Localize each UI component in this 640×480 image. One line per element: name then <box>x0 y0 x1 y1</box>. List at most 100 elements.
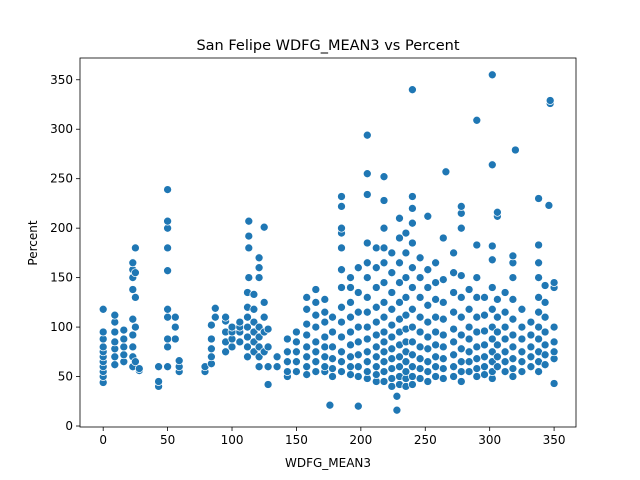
data-point <box>423 211 433 221</box>
data-point <box>346 362 355 372</box>
data-point <box>534 273 543 282</box>
x-tick-label: 100 <box>221 433 244 447</box>
data-point <box>487 160 497 170</box>
data-point <box>480 352 489 362</box>
data-point <box>438 330 448 340</box>
data-point <box>362 169 372 179</box>
data-point <box>337 265 346 275</box>
data-point <box>154 362 163 372</box>
data-point <box>540 281 550 290</box>
data-point <box>449 268 458 278</box>
data-point <box>371 283 381 292</box>
data-point <box>401 357 411 367</box>
data-point <box>302 304 312 314</box>
data-point <box>328 342 337 352</box>
data-point <box>408 283 417 292</box>
data-point <box>371 370 381 379</box>
data-point <box>243 352 252 362</box>
data-point <box>337 302 346 312</box>
data-point <box>311 367 321 376</box>
data-point <box>337 367 346 376</box>
data-point <box>431 295 440 304</box>
data-point <box>128 330 138 340</box>
x-tick-label: 350 <box>543 433 566 447</box>
data-point <box>207 320 216 330</box>
y-tick-label: 300 <box>50 122 73 136</box>
data-point <box>170 322 180 332</box>
data-point <box>328 327 337 337</box>
data-point <box>493 340 502 350</box>
data-point <box>243 332 252 342</box>
data-point <box>517 357 527 367</box>
data-point <box>508 273 518 282</box>
data-point <box>472 342 482 352</box>
data-point <box>128 314 138 324</box>
data-point <box>227 342 237 352</box>
data-point <box>328 372 337 381</box>
data-point <box>163 334 172 344</box>
data-point <box>353 288 363 297</box>
data-point <box>292 357 301 367</box>
data-point <box>302 293 312 302</box>
data-point <box>110 327 120 337</box>
data-point <box>387 354 397 364</box>
data-point <box>221 347 230 357</box>
data-point <box>163 304 172 314</box>
data-point <box>431 258 440 268</box>
data-point <box>362 190 372 199</box>
data-point <box>534 240 543 250</box>
y-tick-label: 150 <box>50 271 73 285</box>
data-point <box>408 218 417 228</box>
data-point <box>395 278 404 287</box>
data-point <box>480 293 489 302</box>
data-point <box>472 293 482 302</box>
data-point <box>379 367 389 376</box>
data-point <box>395 213 404 223</box>
data-point <box>480 362 489 372</box>
data-point <box>534 322 543 332</box>
data-point <box>540 350 550 360</box>
data-point <box>254 263 264 273</box>
x-tick-label: 300 <box>478 433 501 447</box>
data-point <box>292 347 301 357</box>
data-point <box>353 307 363 317</box>
data-point <box>401 228 411 238</box>
data-point <box>207 344 216 354</box>
data-point <box>98 342 108 352</box>
data-point <box>337 332 346 342</box>
data-point <box>154 377 163 386</box>
data-point <box>163 185 172 194</box>
data-point <box>353 350 363 360</box>
data-point <box>346 283 355 292</box>
data-point <box>401 273 411 282</box>
data-point <box>456 344 466 354</box>
data-point <box>174 356 184 366</box>
data-point <box>456 293 466 302</box>
data-point <box>311 310 321 320</box>
data-point <box>353 263 363 273</box>
data-point <box>487 334 497 344</box>
data-point <box>431 372 440 381</box>
data-point <box>387 332 397 342</box>
data-point <box>472 240 482 250</box>
data-point <box>534 293 543 302</box>
data-point <box>549 337 559 347</box>
data-point <box>379 357 389 367</box>
data-point <box>353 337 363 347</box>
data-point <box>423 344 433 354</box>
data-point <box>493 207 502 217</box>
chart-title: San Felipe WDFG_MEAN3 vs Percent <box>196 38 459 54</box>
data-point <box>431 278 440 287</box>
data-point <box>362 307 372 317</box>
data-point <box>493 312 502 322</box>
x-tick-label: 0 <box>99 433 107 447</box>
data-point <box>526 317 536 327</box>
data-point <box>431 362 440 372</box>
data-point <box>311 322 321 332</box>
data-point <box>311 337 321 347</box>
data-point <box>325 400 335 410</box>
data-point <box>480 326 489 336</box>
data-point <box>387 364 397 373</box>
data-point <box>500 357 510 367</box>
data-point <box>415 354 425 364</box>
